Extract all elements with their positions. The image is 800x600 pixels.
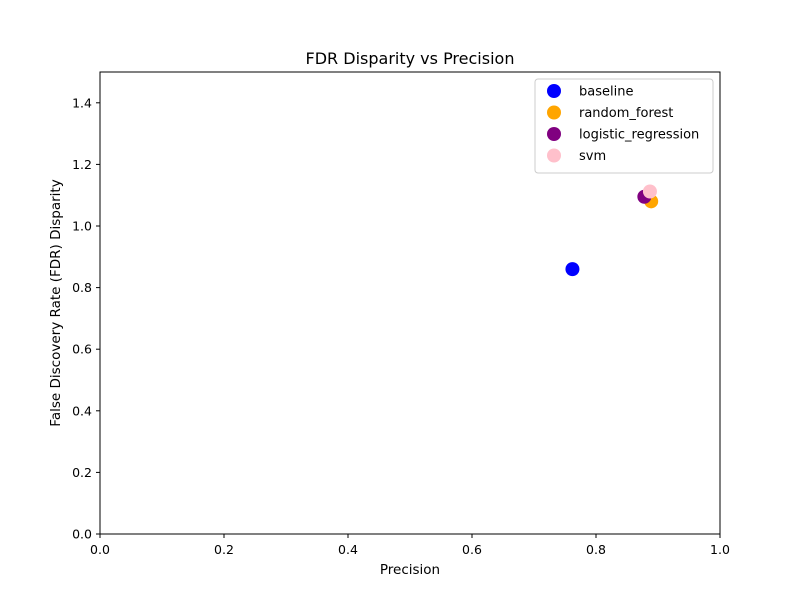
x-axis-label: Precision xyxy=(380,562,440,578)
x-tick-label: 0.2 xyxy=(214,542,234,557)
x-tick-label: 0.4 xyxy=(338,542,358,557)
y-tick-label: 1.0 xyxy=(72,219,92,234)
legend: baseline random_forest logistic_regression… xyxy=(534,78,714,174)
x-tick-label: 1.0 xyxy=(710,542,730,557)
chart-title: FDR Disparity vs Precision xyxy=(306,49,515,68)
point-svm xyxy=(642,184,657,199)
point-baseline xyxy=(565,262,580,277)
legend-label: baseline xyxy=(579,85,633,100)
legend-box xyxy=(534,78,714,174)
plot-points xyxy=(565,184,659,277)
legend-label: svm xyxy=(579,149,606,164)
y-tick-label: 1.2 xyxy=(72,157,92,172)
x-axis: 0.0 0.2 0.4 0.6 0.8 1.0 xyxy=(90,534,730,557)
y-tick-label: 1.4 xyxy=(72,95,92,110)
y-tick-label: 0.8 xyxy=(72,280,92,295)
y-tick-label: 0.6 xyxy=(72,342,92,357)
legend-label: logistic_regression xyxy=(579,128,699,143)
legend-marker xyxy=(547,84,561,98)
y-tick-label: 0.4 xyxy=(72,403,92,418)
legend-marker xyxy=(547,105,561,120)
legend-label: random_forest xyxy=(579,106,673,121)
legend-marker xyxy=(547,148,561,163)
y-tick-label: 0.0 xyxy=(72,527,92,542)
legend-marker xyxy=(547,127,561,141)
x-tick-label: 0.0 xyxy=(90,542,110,557)
y-axis-label: False Discovery Rate (FDR) Disparity xyxy=(48,179,64,426)
plot-frame xyxy=(99,71,721,535)
x-tick-label: 0.6 xyxy=(462,542,482,557)
x-tick-label: 0.8 xyxy=(586,542,606,557)
y-tick-label: 0.2 xyxy=(72,465,92,480)
y-axis: 0.0 0.2 0.4 0.6 0.8 1.0 1.2 1.4 xyxy=(72,95,100,542)
